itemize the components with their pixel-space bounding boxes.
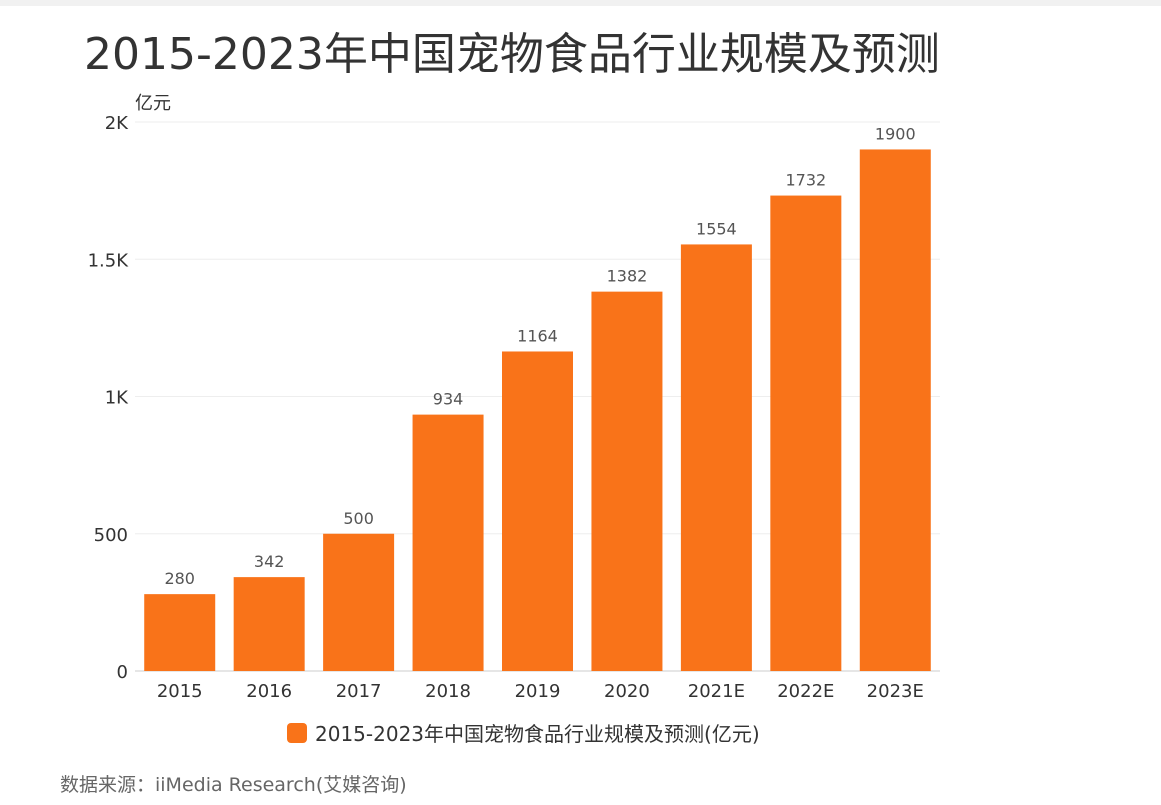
data-label: 1554 (696, 219, 737, 238)
data-label: 1382 (607, 267, 648, 286)
bar-2019[interactable] (502, 351, 573, 671)
y-axis-unit-label: 亿元 (135, 93, 171, 114)
legend-swatch (287, 722, 307, 743)
bar-2015[interactable] (144, 594, 216, 671)
data-label: 280 (164, 569, 195, 588)
legend-label: 2015-2023年中国宠物食品行业规模及预测(亿元) (315, 722, 760, 746)
x-tick-label: 2023E (867, 681, 924, 702)
data-label: 1900 (875, 124, 916, 143)
bar-2016[interactable] (233, 577, 305, 671)
chart-title: 2015-2023年中国宠物食品行业规模及预测 (84, 29, 940, 80)
x-tick-label: 2016 (246, 681, 292, 702)
x-tick-label: 2015 (157, 681, 203, 702)
top-strip (0, 0, 1161, 6)
bar-2017[interactable] (323, 533, 395, 671)
y-tick-label: 1.5K (88, 250, 130, 271)
bar-2023E[interactable] (859, 149, 931, 671)
data-label: 500 (343, 509, 374, 528)
source-note: 数据来源：iiMedia Research(艾媒咨询) (60, 774, 407, 796)
data-label: 342 (254, 552, 285, 571)
y-tick-label: 2K (105, 113, 129, 134)
data-label: 934 (433, 390, 464, 409)
x-tick-label: 2020 (604, 681, 650, 702)
data-label: 1732 (785, 171, 826, 190)
bar-2022E[interactable] (770, 195, 842, 672)
x-tick-label: 2022E (777, 681, 834, 702)
legend[interactable]: 2015-2023年中国宠物食品行业规模及预测(亿元) (287, 718, 760, 747)
bar-2020[interactable] (591, 291, 663, 671)
y-tick-label: 0 (117, 662, 128, 683)
bar-2021E[interactable] (680, 244, 752, 671)
bar-2018[interactable] (412, 414, 484, 671)
x-tick-label: 2018 (425, 681, 471, 702)
x-tick-label: 2019 (515, 681, 561, 702)
y-tick-label: 500 (94, 525, 128, 546)
data-label: 1164 (517, 326, 558, 345)
x-tick-label: 2017 (336, 681, 382, 702)
y-tick-label: 1K (105, 388, 129, 409)
x-tick-label: 2021E (688, 681, 745, 702)
